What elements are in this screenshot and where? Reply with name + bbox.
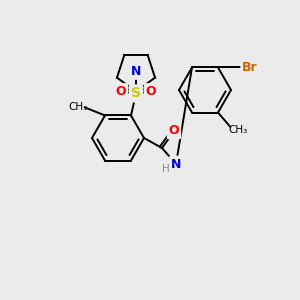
Text: H: H [162,164,170,174]
Text: O: O [116,85,126,98]
Text: Br: Br [242,61,258,74]
Text: O: O [146,85,156,98]
Text: CH₃: CH₃ [228,124,248,134]
Text: O: O [169,124,179,137]
Text: N: N [171,158,181,170]
Text: CH₃: CH₃ [68,103,88,112]
Text: S: S [131,86,141,100]
Text: N: N [131,65,141,78]
